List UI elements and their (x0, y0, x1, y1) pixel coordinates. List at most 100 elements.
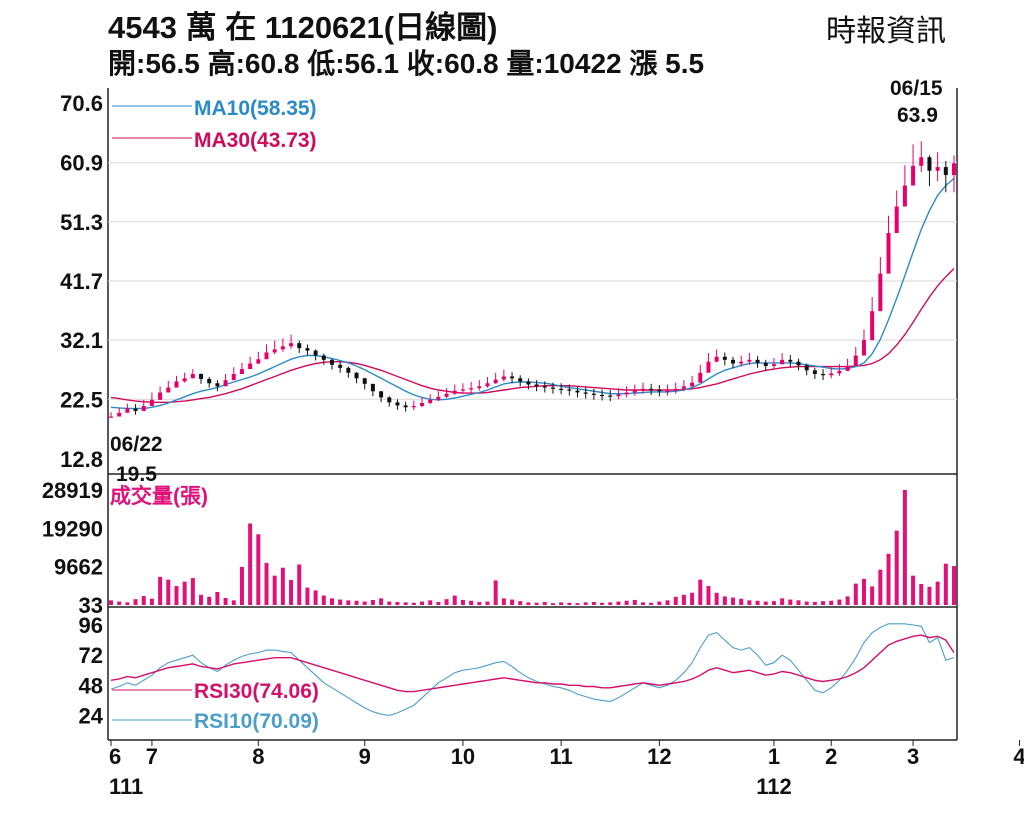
volume-bar (878, 569, 883, 605)
volume-bar (608, 602, 613, 605)
rsi10-legend-label: RSI10(70.09) (194, 710, 319, 733)
candle-body (133, 408, 138, 411)
candle-body (640, 388, 645, 391)
volume-bar (272, 575, 277, 605)
x-axis: 67891011121234566/21111112 (109, 740, 1024, 799)
volume-bar (379, 598, 384, 605)
volume-bar (640, 602, 645, 605)
volume-bar (755, 600, 760, 605)
candle-body (755, 359, 760, 363)
candle-body (223, 380, 228, 387)
candle-body (379, 391, 384, 398)
candle-body (706, 361, 711, 373)
volume-bar (485, 601, 490, 605)
chart-frame (107, 88, 958, 741)
candle-body (444, 393, 449, 397)
volume-bar (280, 567, 285, 605)
volume-bar (493, 580, 498, 605)
volume-bar (780, 598, 785, 605)
volume-bar (870, 586, 875, 605)
x-year-label: 112 (756, 774, 792, 799)
candle-body (190, 374, 195, 379)
candle-body (329, 359, 334, 365)
candle-body (428, 399, 433, 403)
candle-body (673, 388, 678, 391)
volume-bar (911, 575, 916, 605)
volume-bar (943, 563, 948, 605)
candle-body (452, 390, 457, 394)
volume-bar (632, 599, 637, 605)
volume-bar (542, 601, 547, 605)
candle-body (477, 386, 482, 389)
candle-body (870, 311, 875, 341)
candle-body (788, 359, 793, 362)
volume-bar (591, 601, 596, 605)
candle-body (141, 406, 146, 411)
volume-bar (117, 601, 122, 605)
candle-body (657, 390, 662, 392)
rsi-y-tick: 72 (79, 643, 103, 668)
candle-body (763, 362, 768, 366)
volume-bar (182, 581, 187, 605)
volume-bar (190, 578, 195, 605)
volume-bar (690, 592, 695, 605)
candle-body (460, 389, 465, 391)
volume-y-tick: 33 (79, 593, 103, 618)
candle-body (526, 381, 531, 385)
candle-body (109, 416, 113, 418)
candle-body (493, 379, 498, 384)
candle-body (534, 384, 539, 387)
rsi-y-tick: 24 (79, 703, 104, 728)
x-tick-label: 3 (907, 744, 919, 769)
candle-body (583, 392, 588, 394)
volume-bar (510, 599, 515, 605)
candle-body (550, 387, 555, 389)
candle-body (387, 397, 392, 403)
x-tick-label: 10 (451, 744, 475, 769)
volume-bar (125, 602, 130, 605)
volume-bar (845, 596, 850, 605)
price-y-tick: 70.6 (60, 91, 103, 116)
volume-bar (297, 564, 302, 605)
candle-body (207, 378, 212, 384)
volume-bar (362, 601, 367, 605)
x-tick-label: 7 (146, 744, 158, 769)
volume-bar (501, 598, 506, 605)
candle-body (902, 185, 907, 207)
volume-y-tick: 28919 (42, 478, 103, 503)
volume-bar (436, 601, 441, 605)
price-y-tick: 60.9 (60, 151, 103, 176)
volume-bar (518, 601, 523, 605)
volume-bar (673, 596, 678, 605)
candle-body (829, 373, 834, 376)
candle-body (722, 356, 727, 360)
candle-body (616, 394, 621, 397)
volume-bar (321, 595, 326, 605)
volume-bar (886, 553, 891, 605)
candle-body (248, 363, 253, 370)
ma30-line (110, 268, 955, 403)
volume-y-tick: 19290 (42, 516, 103, 541)
candle-body (411, 406, 416, 408)
volume-bar (370, 599, 375, 605)
candle-body (780, 359, 785, 365)
volume-bar (616, 601, 621, 605)
x-tick-label: 1 (768, 744, 780, 769)
candle-body (395, 402, 400, 406)
volume-bar (706, 586, 711, 605)
volume-bar (861, 578, 866, 605)
volume-bar (804, 601, 809, 605)
candle-body (649, 388, 654, 391)
candle-body (935, 167, 940, 171)
volume-bar (763, 601, 768, 605)
volume-bar (894, 530, 899, 605)
candle-body (853, 355, 858, 366)
candle-body (272, 349, 277, 353)
volume-title: 成交量(張) (110, 484, 208, 508)
x-tick-label: 11 (550, 744, 573, 769)
volume-bar (550, 603, 555, 605)
volume-bar (231, 600, 236, 605)
volume-bar (403, 602, 408, 605)
candle-body (567, 389, 572, 391)
volume-bar (747, 600, 752, 605)
